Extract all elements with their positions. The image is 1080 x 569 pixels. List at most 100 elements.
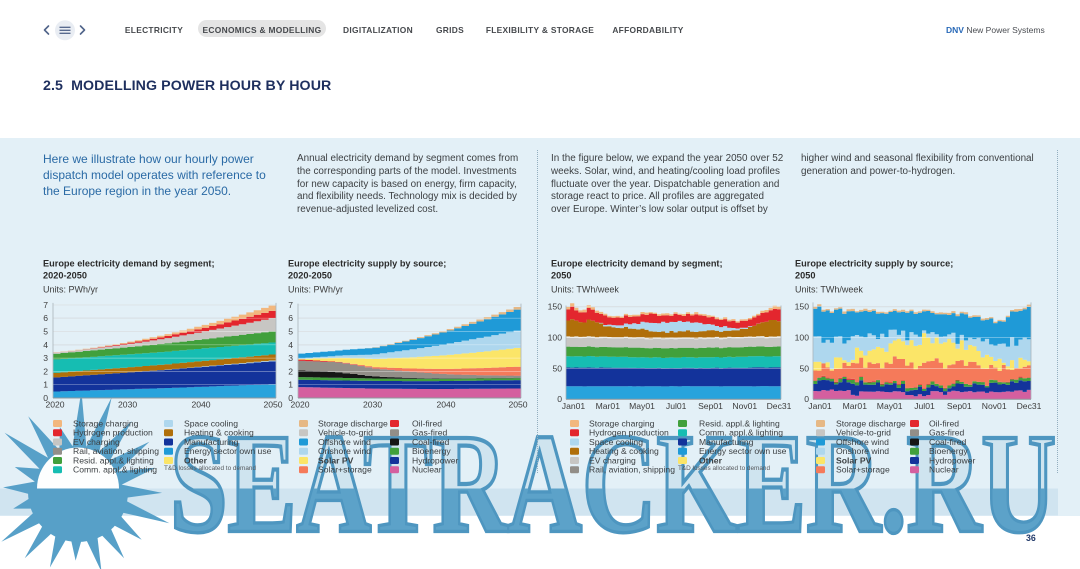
svg-text:3: 3	[288, 353, 293, 363]
svg-text:Mar01: Mar01	[596, 401, 621, 411]
svg-text:50: 50	[552, 363, 562, 373]
svg-text:Other: Other	[184, 455, 208, 465]
svg-text:2030: 2030	[118, 400, 137, 410]
svg-text:0: 0	[288, 393, 293, 403]
svg-text:6: 6	[43, 313, 48, 323]
svg-text:Mar01: Mar01	[843, 401, 868, 411]
svg-text:Hydrogen production: Hydrogen production	[589, 428, 669, 438]
svg-text:3: 3	[43, 353, 48, 363]
svg-text:0: 0	[43, 393, 48, 403]
svg-text:T&D losses allocated to demand: T&D losses allocated to demand	[164, 465, 256, 472]
svg-text:2050: 2050	[508, 400, 527, 410]
svg-text:4: 4	[43, 340, 48, 350]
svg-text:Vehicle-to-grid: Vehicle-to-grid	[836, 428, 891, 438]
svg-text:0: 0	[557, 394, 562, 404]
svg-text:Jan01: Jan01	[808, 401, 832, 411]
svg-text:Manufacturing: Manufacturing	[184, 437, 239, 447]
svg-text:100: 100	[795, 333, 810, 343]
svg-text:Space cooling: Space cooling	[184, 418, 238, 428]
svg-text:Onshore wind: Onshore wind	[318, 446, 371, 456]
svg-text:Resid. appl.& lighting: Resid. appl.& lighting	[73, 455, 154, 465]
svg-text:Storage charging: Storage charging	[73, 418, 139, 428]
svg-text:2020: 2020	[45, 400, 64, 410]
svg-text:Europe electricity supply by s: Europe electricity supply by source;	[288, 259, 446, 269]
svg-text:2050: 2050	[795, 271, 815, 281]
svg-text:Coal-fired: Coal-fired	[929, 437, 966, 447]
svg-text:Nov01: Nov01	[982, 401, 1007, 411]
svg-text:Units: TWh/week: Units: TWh/week	[551, 285, 619, 295]
svg-text:7: 7	[43, 300, 48, 310]
svg-text:Dec31: Dec31	[767, 401, 792, 411]
svg-text:Sep01: Sep01	[698, 401, 723, 411]
svg-text:50: 50	[799, 363, 809, 373]
svg-text:Space cooling: Space cooling	[589, 437, 643, 447]
svg-text:Solar+storage: Solar+storage	[836, 465, 890, 475]
svg-text:EV charging: EV charging	[73, 437, 120, 447]
svg-text:5: 5	[43, 327, 48, 337]
svg-text:T&D losses allocated to demand: T&D losses allocated to demand	[678, 465, 770, 472]
svg-text:Bioenergy: Bioenergy	[412, 446, 451, 456]
svg-text:Sep01: Sep01	[947, 401, 972, 411]
svg-text:Solar PV: Solar PV	[318, 455, 354, 465]
svg-text:Jan01: Jan01	[562, 401, 586, 411]
svg-text:1: 1	[288, 380, 293, 390]
svg-text:0: 0	[804, 394, 809, 404]
svg-text:Hydrogen production: Hydrogen production	[73, 428, 153, 438]
svg-text:6: 6	[288, 313, 293, 323]
svg-text:2: 2	[43, 366, 48, 376]
svg-text:Onshore wind: Onshore wind	[836, 446, 889, 456]
svg-text:Europe electricity supply by s: Europe electricity supply by source;	[795, 259, 953, 269]
svg-text:2: 2	[288, 366, 293, 376]
svg-text:Offshore wind: Offshore wind	[318, 437, 371, 447]
svg-text:Other: Other	[699, 455, 723, 465]
svg-text:Vehicle-to-grid: Vehicle-to-grid	[318, 428, 373, 438]
svg-text:May01: May01	[877, 401, 903, 411]
svg-text:2040: 2040	[191, 400, 210, 410]
svg-text:Bioenergy: Bioenergy	[929, 446, 968, 456]
svg-text:5: 5	[288, 327, 293, 337]
svg-text:Nuclear: Nuclear	[412, 465, 442, 475]
svg-text:150: 150	[548, 302, 563, 312]
svg-text:Storage discharge: Storage discharge	[318, 418, 388, 428]
svg-text:Heating & cooking: Heating & cooking	[184, 428, 254, 438]
svg-text:Gas-fired: Gas-fired	[929, 428, 965, 438]
svg-text:Nuclear: Nuclear	[929, 465, 959, 475]
svg-text:Jul01: Jul01	[914, 401, 935, 411]
svg-text:4: 4	[288, 340, 293, 350]
svg-text:Units: PWh/yr: Units: PWh/yr	[43, 285, 98, 295]
svg-text:Oil-fired: Oil-fired	[412, 418, 442, 428]
svg-text:Rail, aviation, shipping: Rail, aviation, shipping	[589, 465, 675, 475]
svg-text:2030: 2030	[363, 400, 382, 410]
svg-text:2050: 2050	[551, 271, 571, 281]
svg-text:Europe electricity demand by s: Europe electricity demand by segment;	[43, 259, 215, 269]
svg-text:2040: 2040	[436, 400, 455, 410]
svg-text:Storage discharge: Storage discharge	[836, 418, 906, 428]
svg-text:100: 100	[548, 333, 563, 343]
svg-text:2050: 2050	[263, 400, 282, 410]
svg-text:Solar+storage: Solar+storage	[318, 465, 372, 475]
svg-text:Resid. appl.& lighting: Resid. appl.& lighting	[699, 418, 780, 428]
svg-text:Units: PWh/yr: Units: PWh/yr	[288, 285, 343, 295]
svg-text:Nov01: Nov01	[732, 401, 757, 411]
svg-text:May01: May01	[629, 401, 655, 411]
svg-text:Europe electricity demand by s: Europe electricity demand by segment;	[551, 259, 723, 269]
svg-text:EV charging: EV charging	[589, 455, 636, 465]
svg-text:2020-2050: 2020-2050	[43, 271, 87, 281]
svg-text:Units: TWh/week: Units: TWh/week	[795, 285, 863, 295]
svg-text:Offshore wind: Offshore wind	[836, 437, 889, 447]
svg-text:2020: 2020	[290, 400, 309, 410]
svg-text:Hydropower: Hydropower	[412, 455, 458, 465]
svg-text:Manufacturing: Manufacturing	[699, 437, 754, 447]
svg-text:Jul01: Jul01	[666, 401, 687, 411]
svg-text:150: 150	[795, 302, 810, 312]
svg-text:1: 1	[43, 380, 48, 390]
svg-text:Hydropower: Hydropower	[929, 455, 975, 465]
svg-text:Storage charging: Storage charging	[589, 418, 655, 428]
svg-text:Comm. appl.& lighting: Comm. appl.& lighting	[73, 465, 157, 475]
svg-text:Rail, aviation, shipping: Rail, aviation, shipping	[73, 446, 159, 456]
svg-text:Heating & cooking: Heating & cooking	[589, 446, 659, 456]
svg-text:7: 7	[288, 300, 293, 310]
svg-text:Energy sector own use: Energy sector own use	[184, 446, 272, 456]
svg-text:Solar PV: Solar PV	[836, 455, 872, 465]
svg-text:Gas-fired: Gas-fired	[412, 428, 448, 438]
